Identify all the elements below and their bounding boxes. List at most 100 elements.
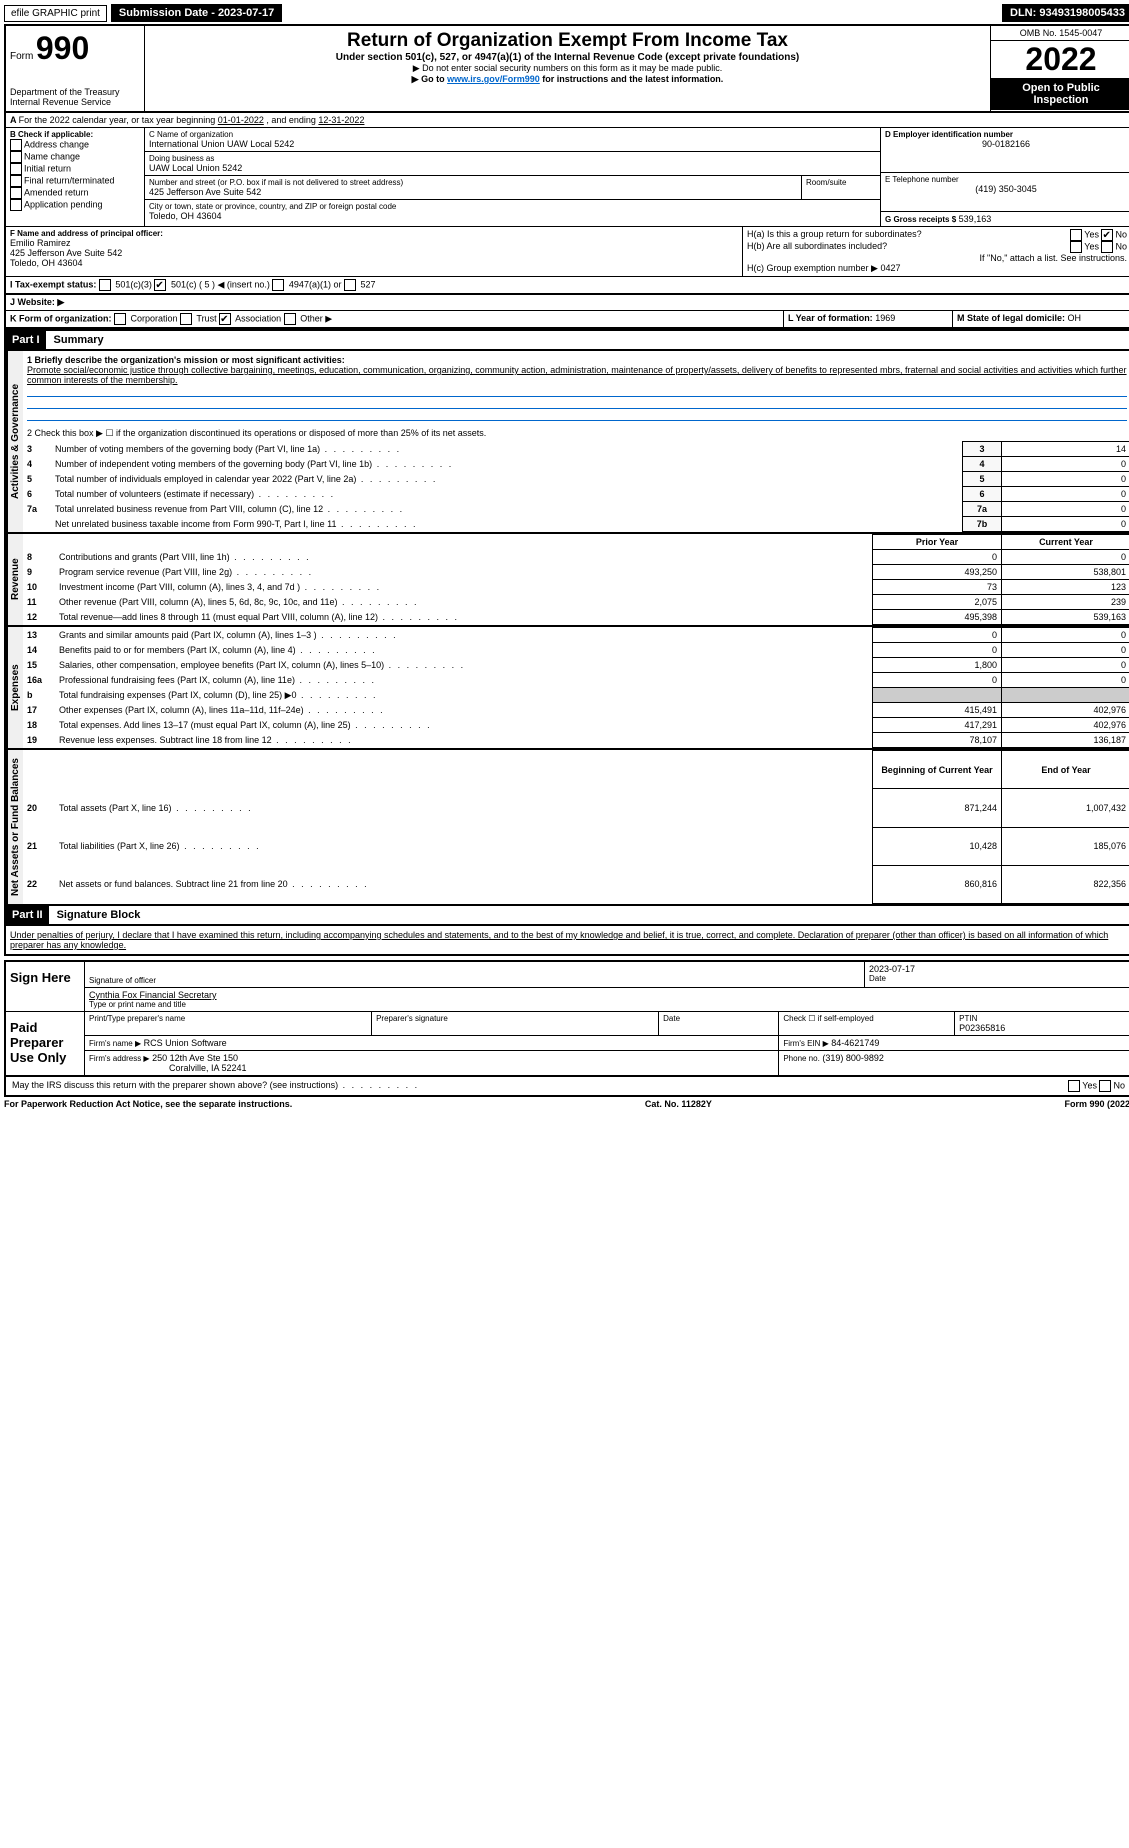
opt-final[interactable]: Final return/terminated	[10, 175, 140, 187]
k-other[interactable]	[284, 313, 296, 325]
vtab-expenses: Expenses	[6, 627, 23, 748]
i-527[interactable]	[344, 279, 356, 291]
firm-ein: 84-4621749	[831, 1038, 879, 1048]
ptin: P02365816	[959, 1023, 1126, 1033]
box-f-label: F Name and address of principal officer:	[10, 229, 738, 238]
firm-addr-label: Firm's address ▶	[89, 1054, 150, 1063]
hc-label: H(c) Group exemption number ▶	[747, 263, 878, 273]
paid-preparer-label: Paid Preparer Use Only	[6, 1012, 85, 1075]
part2-header: Part II	[6, 906, 49, 924]
goto-pre: ▶ Go to	[412, 74, 447, 84]
part1-header: Part I	[6, 331, 46, 349]
box-l-label: L Year of formation:	[788, 313, 873, 323]
street-addr: 425 Jefferson Ave Suite 542	[149, 187, 797, 197]
submission-date: Submission Date - 2023-07-17	[111, 4, 282, 22]
city-val: Toledo, OH 43604	[149, 211, 876, 221]
vtab-ag: Activities & Governance	[6, 351, 23, 532]
city-label: City or town, state or province, country…	[149, 202, 876, 211]
boxes-fh: F Name and address of principal officer:…	[4, 227, 1129, 277]
footer-left: For Paperwork Reduction Act Notice, see …	[4, 1099, 292, 1109]
prep-date-label: Date	[659, 1012, 779, 1035]
netassets-table: Beginning of Current YearEnd of Year20To…	[23, 750, 1129, 904]
state-domicile: OH	[1068, 313, 1082, 323]
omb-number: OMB No. 1545-0047	[991, 26, 1129, 41]
firm-addr2: Coralville, IA 52241	[169, 1063, 247, 1073]
firm-name: RCS Union Software	[144, 1038, 227, 1048]
box-d-label: D Employer identification number	[885, 130, 1127, 139]
sig-date: 2023-07-17	[869, 964, 1126, 974]
discuss-yes[interactable]	[1068, 1080, 1080, 1092]
ha-no[interactable]: No	[1115, 229, 1127, 239]
form-subtitle: Under section 501(c), 527, or 4947(a)(1)…	[149, 52, 986, 63]
i-501c3[interactable]	[99, 279, 111, 291]
box-c-label: C Name of organization	[149, 130, 876, 139]
officer-name: Emilio Ramirez	[10, 238, 738, 248]
revenue-table: Prior YearCurrent Year8Contributions and…	[23, 534, 1129, 625]
declaration: Under penalties of perjury, I declare th…	[4, 926, 1129, 956]
open-public: Open to Public Inspection	[991, 78, 1129, 110]
org-name: International Union UAW Local 5242	[149, 139, 876, 149]
opt-initial[interactable]: Initial return	[10, 163, 140, 175]
prep-sig-label: Preparer's signature	[372, 1012, 659, 1035]
street-label: Number and street (or P.O. box if mail i…	[149, 178, 797, 187]
room-label: Room/suite	[806, 178, 876, 187]
opt-name-change[interactable]: Name change	[10, 151, 140, 163]
box-j-label: J Website: ▶	[10, 297, 64, 307]
opt-amended[interactable]: Amended return	[10, 187, 140, 199]
year-begin: 01-01-2022	[218, 115, 264, 125]
date-label: Date	[869, 974, 1126, 983]
hb-no[interactable]: No	[1115, 241, 1127, 251]
dln-label: DLN: 93493198005433	[1002, 4, 1129, 22]
dept-treasury: Department of the Treasury	[10, 87, 140, 97]
k-assoc[interactable]	[219, 313, 231, 325]
activities-governance: Activities & Governance 1 Briefly descri…	[4, 351, 1129, 534]
hb-yes[interactable]: Yes	[1084, 241, 1099, 251]
hb-note: If "No," attach a list. See instructions…	[747, 253, 1127, 263]
discuss-no[interactable]	[1099, 1080, 1111, 1092]
opt-addr-change[interactable]: Address change	[10, 139, 140, 151]
sig-officer-label: Signature of officer	[89, 976, 860, 985]
box-klm-row: K Form of organization: Corporation Trus…	[4, 311, 1129, 329]
form-number: 990	[36, 30, 89, 66]
ha-yes[interactable]: Yes	[1084, 229, 1099, 239]
year-end: 12-31-2022	[318, 115, 364, 125]
box-j-row: J Website: ▶	[4, 295, 1129, 311]
k-trust[interactable]	[180, 313, 192, 325]
firm-phone: (319) 800-9892	[822, 1053, 884, 1063]
expenses-section: Expenses 13Grants and similar amounts pa…	[4, 627, 1129, 750]
line-a: A For the 2022 calendar year, or tax yea…	[4, 113, 1129, 128]
prep-check[interactable]: Check ☐ if self-employed	[779, 1012, 955, 1035]
box-g-label: G Gross receipts $	[885, 215, 956, 224]
sign-here-label: Sign Here	[6, 962, 85, 1011]
year-formation: 1969	[875, 313, 895, 323]
q1-text: Promote social/economic justice through …	[27, 365, 1127, 385]
part1-header-row: Part I Summary	[4, 329, 1129, 351]
footer-mid: Cat. No. 11282Y	[645, 1099, 712, 1109]
ag-table: 3Number of voting members of the governi…	[23, 441, 1129, 532]
box-e-label: E Telephone number	[885, 175, 1127, 184]
officer-addr1: 425 Jefferson Ave Suite 542	[10, 248, 738, 258]
part2-header-row: Part II Signature Block	[4, 906, 1129, 926]
q2-text: 2 Check this box ▶ ☐ if the organization…	[23, 426, 1129, 441]
form-title: Return of Organization Exempt From Incom…	[149, 30, 986, 52]
k-corp[interactable]	[114, 313, 126, 325]
goto-link[interactable]: www.irs.gov/Form990	[447, 74, 540, 84]
box-m-label: M State of legal domicile:	[957, 313, 1065, 323]
vtab-netassets: Net Assets or Fund Balances	[6, 750, 23, 904]
prep-name-label: Print/Type preparer's name	[85, 1012, 372, 1035]
form-header: Form 990 Department of the Treasury Inte…	[4, 24, 1129, 113]
q1-label: 1 Briefly describe the organization's mi…	[27, 355, 1127, 365]
footer-right: Form 990 (2022)	[1064, 1099, 1129, 1109]
page-footer: For Paperwork Reduction Act Notice, see …	[4, 1097, 1129, 1111]
sig-name: Cynthia Fox Financial Secretary	[89, 990, 1127, 1000]
opt-pending[interactable]: Application pending	[10, 199, 140, 211]
i-501c[interactable]	[154, 279, 166, 291]
form-prefix: Form	[10, 51, 33, 62]
year-mid: , and ending	[266, 115, 318, 125]
gross-receipts: 539,163	[959, 214, 992, 224]
note-ssn: ▶ Do not enter social security numbers o…	[149, 63, 986, 74]
tax-year-text: For the 2022 calendar year, or tax year …	[19, 115, 218, 125]
hb-label: H(b) Are all subordinates included?	[747, 241, 887, 253]
vtab-revenue: Revenue	[6, 534, 23, 625]
i-4947[interactable]	[272, 279, 284, 291]
